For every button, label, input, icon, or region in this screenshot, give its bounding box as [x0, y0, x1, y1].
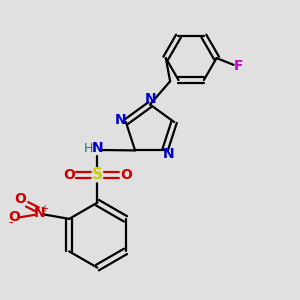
Text: N: N	[163, 146, 175, 161]
Text: N: N	[34, 206, 46, 220]
Text: O: O	[14, 192, 26, 206]
Text: O: O	[63, 168, 75, 182]
Text: N: N	[145, 92, 157, 106]
Text: F: F	[233, 59, 243, 73]
Text: H: H	[83, 142, 93, 155]
Text: +: +	[40, 204, 48, 214]
Text: O: O	[120, 168, 132, 182]
Text: N: N	[115, 113, 126, 128]
Text: -: -	[8, 216, 13, 230]
Text: N: N	[92, 142, 104, 155]
Text: O: O	[8, 210, 20, 224]
Text: S: S	[92, 167, 103, 182]
